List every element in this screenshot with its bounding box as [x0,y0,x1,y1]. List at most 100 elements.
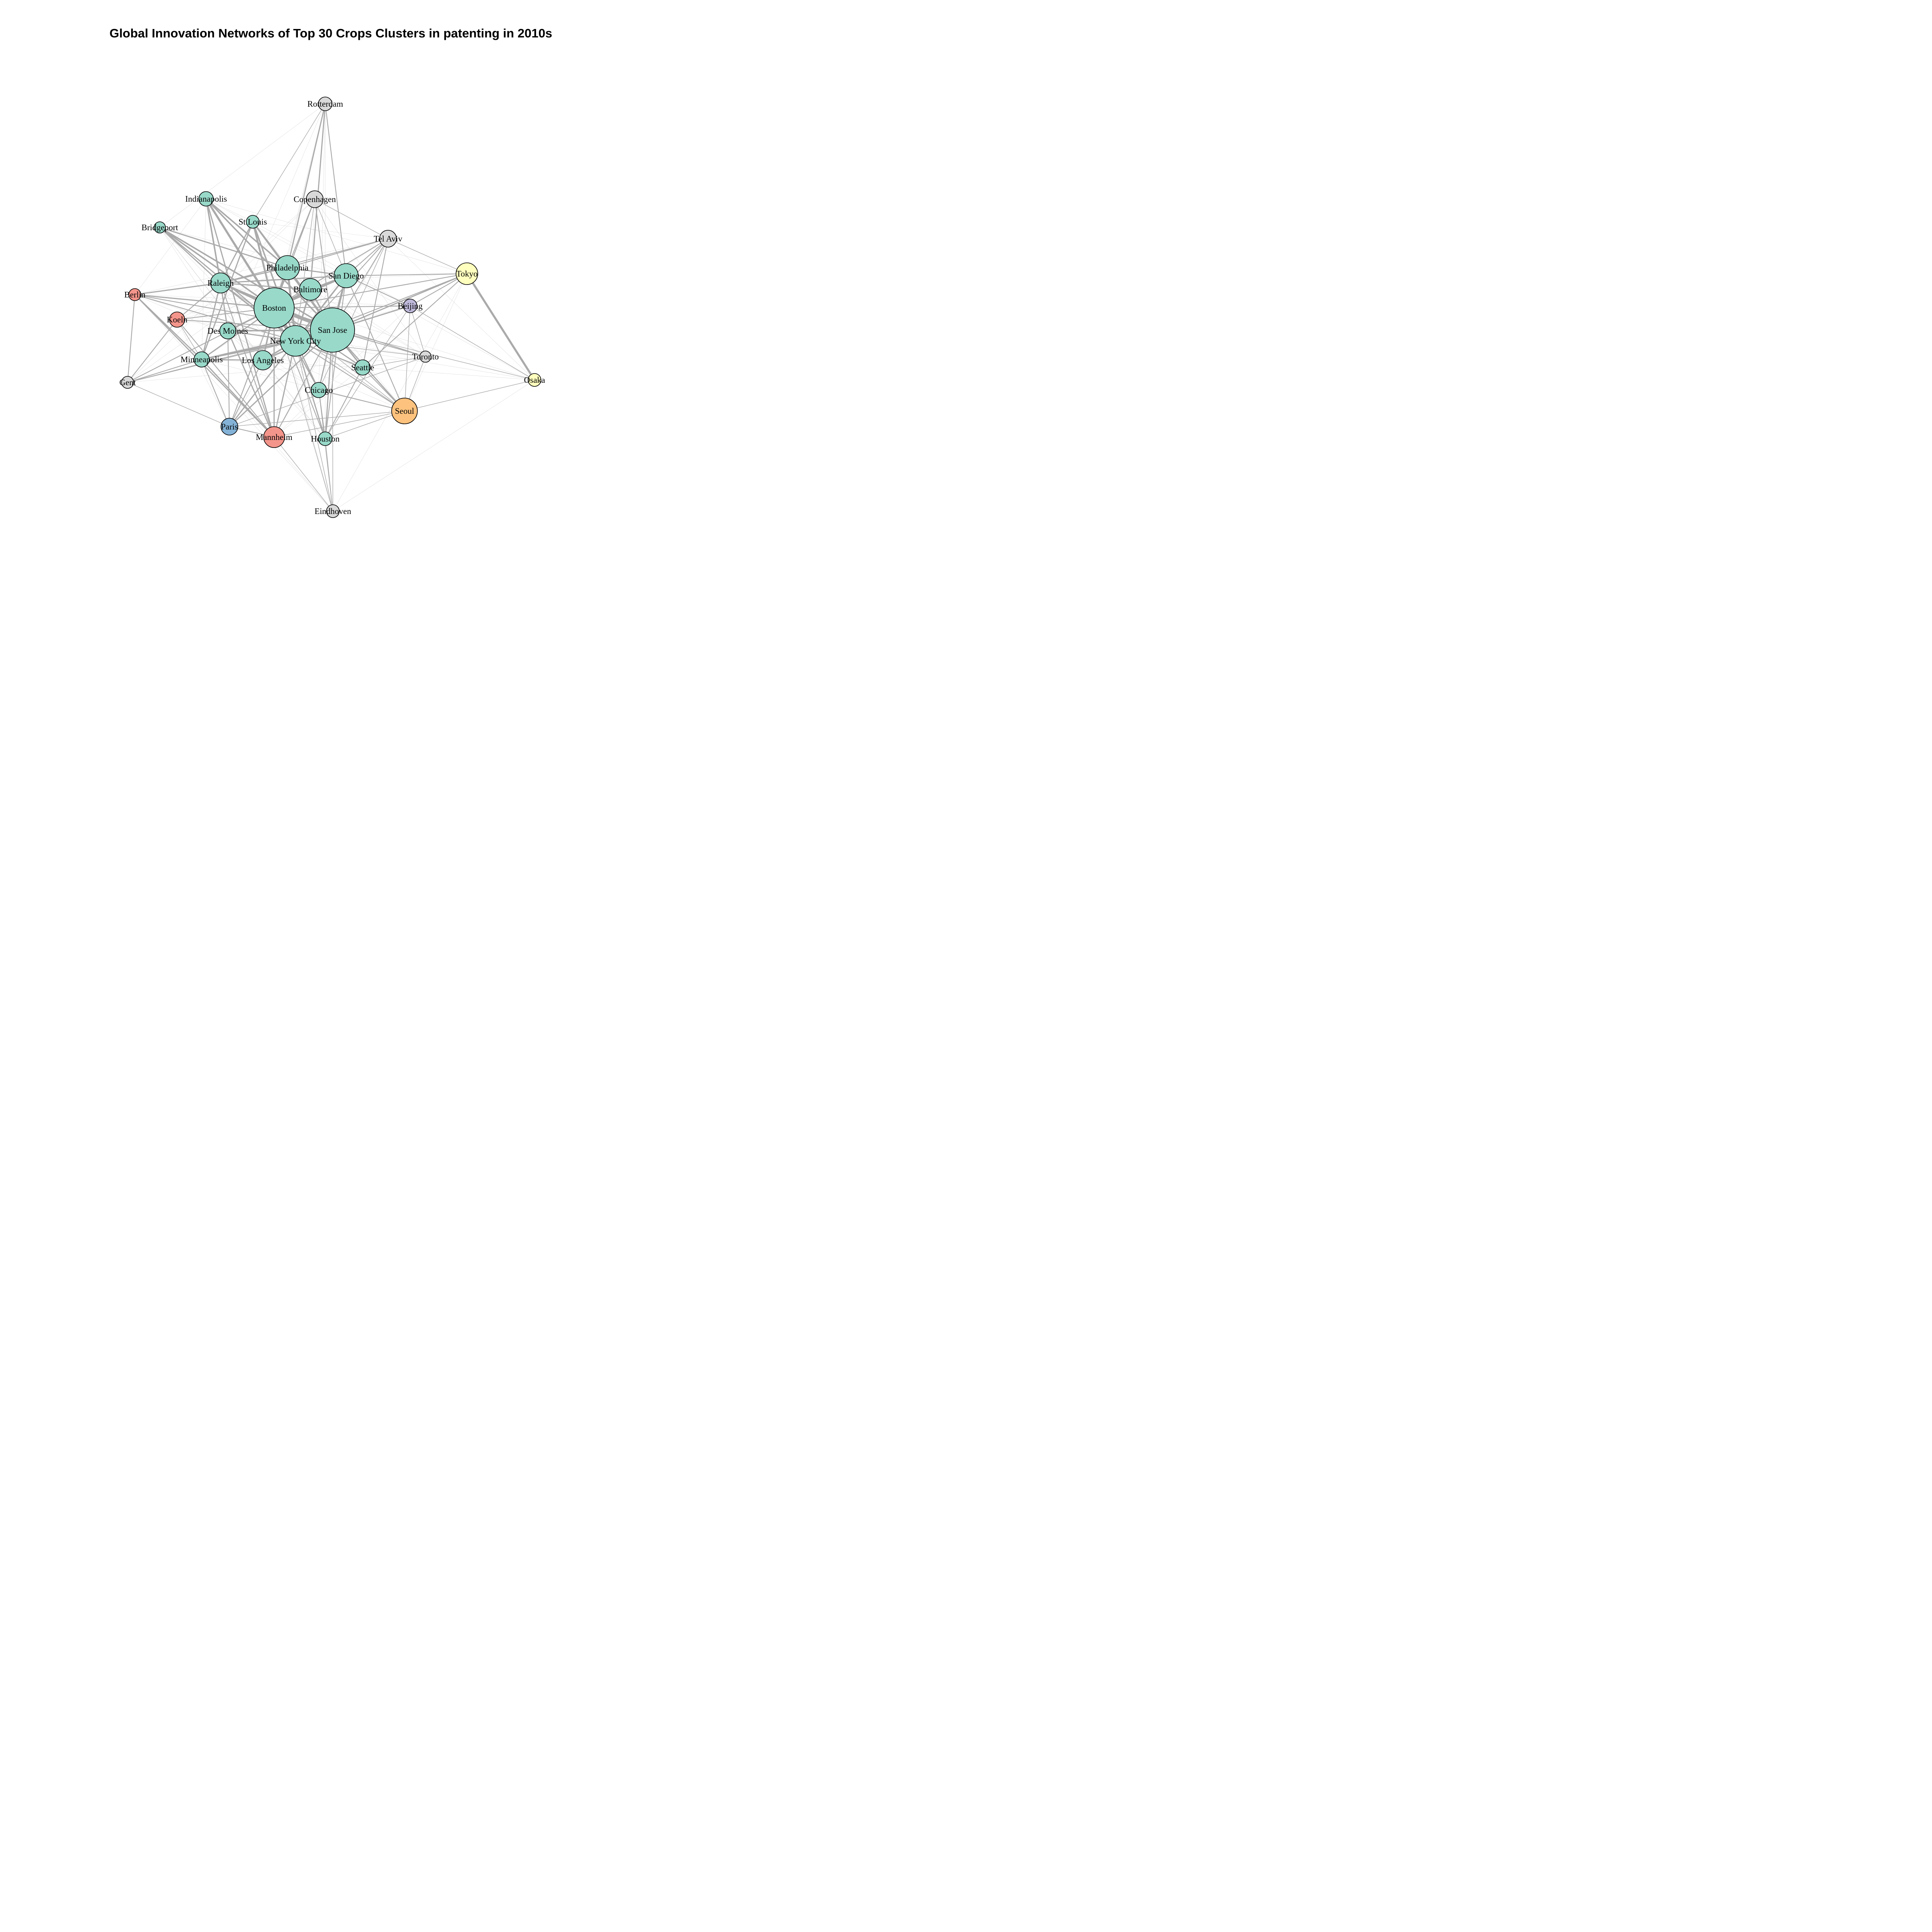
node-circle-gent [121,376,134,389]
edge-mannheim-indianapolis [205,198,275,438]
node-paris [221,418,238,436]
node-circle-telaviv [379,230,397,248]
edge-faint [310,289,426,357]
node-circle-tokyo [456,262,478,285]
edge-minneapolis-raleigh [201,282,221,360]
edge-faint [227,330,326,439]
node-label-seoul: Seoul [395,406,414,416]
node-circle-beijing [403,299,417,313]
edge-koeln-sanjose [176,319,333,331]
node-label-indianapolis: Indianapolis [185,194,227,204]
node-label-houston: Houston [311,434,340,444]
edge-seoul-beijing [404,305,411,411]
edge-berlin-boston [134,294,275,309]
node-label-boston: Boston [262,303,286,313]
node-boston [254,287,295,328]
edge-eindhoven-newyork [295,341,333,512]
edge-telaviv-seattle [362,238,389,368]
edge-faint [127,356,426,383]
edge-paris-boston [229,307,275,427]
edge-tokyo-sandiego [345,273,468,277]
node-baltimore [299,278,322,301]
node-label-koeln: Koeln [167,315,188,324]
edge-rotterdam-stlouis [252,103,326,222]
edge-beijing-boston [273,305,411,309]
node-circle-sanjose [310,308,355,353]
edge-faint [177,319,230,427]
node-label-chicago: Chicago [305,385,333,395]
node-circle-philadelphia [275,255,300,280]
node-mannheim [263,426,285,448]
edge-indianapolis-boston [205,198,275,309]
edge-bridgeport-philadelphia [159,227,288,268]
node-chicago [311,382,327,398]
node-toronto [419,351,431,363]
edge-minneapolis-mannheim [201,359,275,438]
node-circle-boston [254,287,295,328]
edge-seoul-mannheim [274,411,405,438]
node-label-sandiego: San Diego [328,271,364,281]
node-circle-bridgeport [154,221,166,233]
edge-bridgeport-raleigh [159,227,221,284]
node-label-losangeles: Los Angeles [242,355,284,365]
node-gent [121,376,134,389]
edge-baltimore-raleigh [220,282,311,290]
edge-faint [206,198,253,222]
edge-copenhagen-sandiego [314,199,347,276]
edge-faint [201,198,206,360]
edge-faint [252,221,411,306]
edge-bridgeport-boston [159,227,275,309]
node-label-rotterdam: Rotterdam [308,99,343,109]
node-seoul [391,398,418,424]
node-label-raleigh: Raleigh [207,278,234,288]
edge-stlouis-raleigh [220,221,254,284]
edge-faint [159,227,319,390]
node-circle-indianapolis [198,191,214,206]
node-label-bridgeport: Bridgeport [142,223,178,232]
node-houston [318,431,332,446]
node-label-mannheim: Mannheim [256,432,293,442]
edge-rotterdam-philadelphia [287,103,326,268]
node-circle-sandiego [334,263,359,288]
node-circle-houston [318,431,332,446]
node-circle-rotterdam [318,97,332,111]
edge-eindhoven-sanjose [332,330,333,512]
node-indianapolis [198,191,214,206]
node-losangeles [253,350,273,370]
node-osaka [528,373,541,387]
edge-eindhoven-houston [325,438,333,512]
node-circle-copenhagen [306,190,324,208]
node-label-toronto: Toronto [412,352,439,361]
edge-tokyo-sanjose [332,273,468,331]
edge-copenhagen-newyork [295,199,315,341]
edge-faint [177,199,315,320]
edge-minneapolis-paris [201,359,230,427]
node-circle-berlin [128,288,141,301]
edge-seoul-newyork [295,340,405,412]
edge-faint [332,273,467,512]
edge-faint [404,273,467,411]
edge-faint [362,367,535,380]
edge-losangeles-paris [229,359,264,427]
diagram-title: Global Innovation Networks of Top 30 Cro… [109,26,552,40]
node-label-minneapolis: Minneapolis [181,355,223,364]
edge-rotterdam-sandiego [324,103,347,277]
node-label-berlin: Berlin [124,290,146,299]
edge-houston-newyork [295,340,326,440]
edge-faint [134,198,206,295]
edge-osaka-sanjose [332,330,535,380]
node-label-beijing: Beijing [398,301,423,311]
node-label-eindhoven: Eindhoven [315,506,351,516]
edge-faint [252,221,388,239]
node-circle-toronto [419,351,431,363]
edge-seoul-raleigh [220,283,405,411]
node-sandiego [334,263,359,288]
edge-faint [206,198,535,380]
node-newyork [280,325,311,357]
node-label-newyork: New York City [270,336,321,346]
edge-faint [227,330,319,390]
edge-houston-sandiego [324,275,347,440]
edge-telaviv-raleigh [220,238,389,284]
edge-desmoines-paris [227,330,230,427]
edge-faint [274,305,411,438]
